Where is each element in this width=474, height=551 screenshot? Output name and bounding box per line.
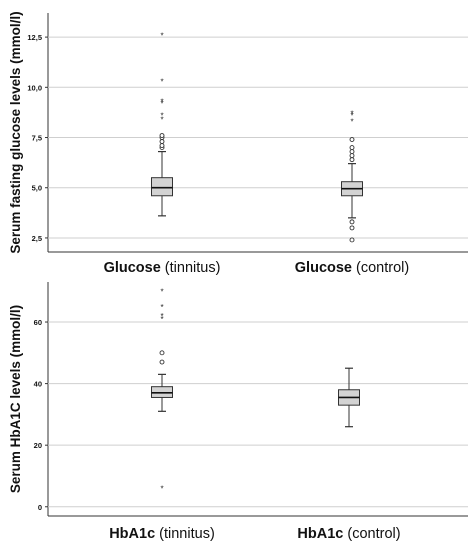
extreme-point: * [350,110,353,119]
outlier-point [349,225,355,231]
y-axis-title: Serum HbA1C levels (mmol/l) [8,305,23,493]
x-category-label-rest: (control) [343,526,400,542]
extreme-point: * [160,98,163,107]
x-category-label-bold: HbA1c [109,526,155,542]
outlier-point [349,149,355,155]
outlier-point [349,237,355,243]
outlier-point [349,153,355,159]
outlier-point [349,219,355,225]
x-category-label-bold: HbA1c [297,526,343,542]
box-group-2 [338,367,360,428]
y-tick-label: 0 [38,503,42,512]
extreme-point: * [160,100,163,109]
outlier-point [349,145,355,151]
outlier-point [349,137,355,142]
y-tick-label: 20 [34,441,42,450]
x-category-label: HbA1c (tinnitus) [109,526,215,542]
extreme-point: * [160,312,163,321]
extreme-point: * [350,112,353,121]
y-tick-label: 60 [34,318,42,327]
chart-panel-2: 0 20 40 60 Serum HbA1C levels (mmol/l) ***** H… [8,282,468,542]
y-axis-title: Serum fasting glucose levels (mmol/l) [8,11,23,253]
x-category-label-rest: (tinnitus) [161,260,221,276]
extreme-point: * [160,31,163,40]
outlier-point [159,350,165,356]
y-tick-label: 2,5 [32,234,42,243]
outlier-point [159,133,165,138]
y-tick-label: 7,5 [32,134,42,143]
y-tick-label: 40 [34,380,42,389]
extreme-point: * [160,112,163,121]
box-group-1: ****** [151,31,173,217]
extreme-point: * [160,484,163,493]
extreme-point: * [160,303,163,312]
x-category-label-bold: Glucose [295,260,352,276]
outlier-point [159,143,165,149]
box-group-1: ***** [151,287,173,493]
outlier-point [349,157,355,163]
outlier-point [159,139,165,144]
x-category-label-rest: (tinnitus) [155,526,215,542]
extreme-point: * [350,118,353,127]
box-group-2: *** [341,110,363,243]
extreme-point: * [160,315,163,324]
y-tick-label: 12,5 [27,33,42,42]
x-category-label: Glucose (tinnitus) [104,260,221,276]
x-category-label: Glucose (control) [295,260,409,276]
iqr-box [151,177,173,197]
x-category-label-bold: Glucose [104,260,161,276]
x-category-label: HbA1c (control) [297,526,400,542]
outlier-point [159,359,165,365]
extreme-point: * [160,77,163,86]
y-tick-label: 5,0 [32,184,42,193]
extreme-point: * [160,116,163,125]
chart-panel-1: 2,5 5,0 7,5 10,0 12,5 Serum fasting glucose l… [8,11,468,276]
x-category-label-rest: (control) [352,260,409,276]
y-tick-label: 10,0 [27,83,42,92]
extreme-point: * [160,287,163,296]
